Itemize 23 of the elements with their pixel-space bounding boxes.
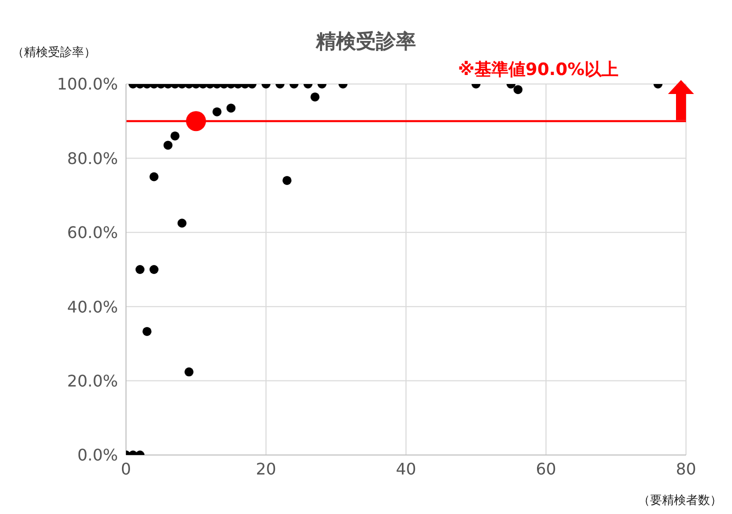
x-tick-label: 40 bbox=[396, 459, 416, 478]
y-tick-label: 0.0% bbox=[77, 446, 118, 465]
text: ※基準値90.0%以上 bbox=[458, 59, 619, 81]
chart-title: 精検受診率 bbox=[316, 29, 416, 53]
point bbox=[178, 218, 186, 228]
y-tick-label: 40.0% bbox=[67, 297, 118, 316]
y-axis-title: （精検受診率） bbox=[12, 44, 96, 61]
y-tick-label: 100.0% bbox=[56, 74, 118, 94]
x-tick-label: 80 bbox=[676, 459, 696, 478]
x-tick-label: 60 bbox=[536, 459, 556, 478]
y-tick-label: 20.0% bbox=[67, 371, 118, 390]
point bbox=[150, 172, 158, 182]
x-tick-label: 0 bbox=[120, 459, 132, 478]
point bbox=[184, 367, 194, 376]
x-tick-label: 20 bbox=[256, 459, 276, 478]
point bbox=[150, 265, 158, 274]
point bbox=[142, 326, 152, 336]
point bbox=[136, 265, 144, 274]
point bbox=[164, 140, 172, 150]
y-tick-label: 80.0% bbox=[67, 148, 118, 168]
x-axis-title: （要精検者数） bbox=[638, 492, 722, 509]
y-tick-label: 60.0% bbox=[67, 223, 118, 242]
point bbox=[282, 176, 292, 185]
